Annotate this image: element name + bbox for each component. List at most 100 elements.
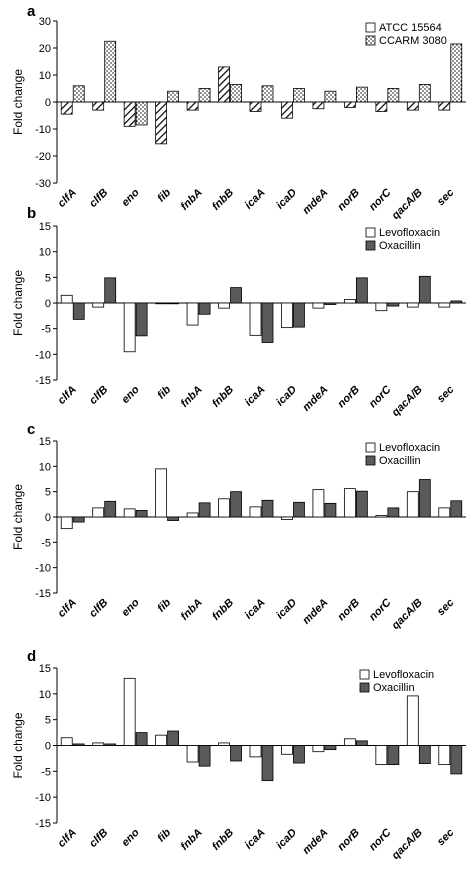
bar-levofloxacin-norb [343, 299, 356, 304]
category-label-clfb: clfB [87, 597, 110, 620]
bar-oxacillin-icaa [261, 499, 274, 518]
category-label-clfa: clfA [56, 827, 79, 850]
bar-levofloxacin-qaca-b [406, 302, 419, 308]
bar-oxacillin-icad [293, 745, 305, 764]
category-label-fib: fib [155, 186, 173, 204]
bar-levofloxacin-sec [438, 302, 451, 308]
bar-levofloxacin-fnbb [218, 742, 230, 746]
bar-atcc-15564-fnbb [218, 66, 230, 103]
bar-levofloxacin-clfa [60, 294, 73, 304]
category-label-clfa: clfA [56, 187, 79, 210]
bar-ccarm-3080-icaa [261, 85, 274, 103]
legend-swatch-oxacillin [359, 682, 370, 693]
legend-label-oxacillin: Oxacillin [379, 455, 421, 467]
category-label-clfb: clfB [87, 187, 110, 210]
category-label-icaa: icaA [243, 597, 268, 622]
y-axis-label: Fold change [11, 69, 25, 135]
y-tick-label: 5 [45, 715, 51, 727]
bar-levofloxacin-clfb [92, 507, 105, 518]
legend-swatch-atcc-15564 [365, 22, 376, 33]
bar-oxacillin-norb [355, 277, 368, 304]
category-label-fib: fib [155, 383, 173, 401]
bar-oxacillin-mdea [324, 302, 337, 305]
category-label-icad: icaD [274, 187, 299, 212]
bar-ccarm-3080-eno [135, 101, 148, 126]
legend-label-levofloxacin: Levofloxacin [379, 442, 440, 454]
bar-levofloxacin-qaca-b [406, 695, 419, 746]
bar-levofloxacin-mdea [312, 302, 325, 309]
bar-oxacillin-norc [387, 745, 400, 766]
y-tick-label: -10 [35, 563, 51, 575]
category-label-icaa: icaA [243, 827, 268, 852]
bar-oxacillin-norb [355, 490, 368, 518]
category-label-clfa: clfA [56, 597, 79, 620]
category-label-norb: norB [335, 384, 362, 411]
bar-oxacillin-qaca-b [418, 745, 431, 764]
bar-ccarm-3080-sec [450, 43, 463, 103]
bar-levofloxacin-clfa [60, 516, 73, 530]
bar-ccarm-3080-mdea [324, 90, 337, 103]
category-label-eno: eno [119, 186, 142, 209]
category-label-fnbb: fnbB [210, 827, 236, 853]
category-label-icaa: icaA [243, 187, 268, 212]
category-label-qaca-b: qacA/B [390, 827, 425, 862]
bar-oxacillin-clfa [72, 516, 85, 523]
bar-oxacillin-norc [387, 507, 400, 518]
bar-oxacillin-sec [450, 300, 463, 304]
bar-oxacillin-clfb [104, 277, 117, 304]
category-label-mdea: mdeA [300, 187, 330, 217]
category-label-fnba: fnbA [179, 827, 205, 853]
y-tick-label: 5 [45, 272, 51, 284]
bar-levofloxacin-eno [123, 508, 136, 518]
bar-oxacillin-eno [135, 732, 148, 746]
bar-ccarm-3080-norc [387, 88, 400, 103]
bar-oxacillin-clfa [72, 302, 85, 320]
y-tick-label: 5 [45, 487, 51, 499]
legend-swatch-levofloxacin [365, 442, 376, 453]
category-label-icad: icaD [274, 384, 299, 409]
bar-oxacillin-qaca-b [418, 275, 431, 304]
category-label-norc: norC [367, 383, 394, 410]
panel-letter: c [27, 421, 35, 438]
bar-levofloxacin-fnba [186, 302, 199, 326]
y-tick-label: 0 [45, 741, 51, 753]
bar-levofloxacin-fib [155, 468, 168, 518]
panel-d: d Fold change -15 -10 -5 0 5 10 15 clfA clfB eno fib… [11, 648, 466, 862]
bar-levofloxacin-eno [123, 302, 136, 353]
bar-oxacillin-fnbb [230, 491, 242, 518]
legend-swatch-levofloxacin [365, 227, 376, 238]
category-label-fnbb: fnbB [210, 384, 236, 410]
bar-levofloxacin-mdea [312, 489, 325, 518]
bar-levofloxacin-fnba [186, 512, 199, 518]
category-label-qaca-b: qacA/B [390, 597, 425, 632]
bar-atcc-15564-clfb [92, 101, 105, 111]
y-tick-label: -15 [35, 818, 51, 830]
bar-levofloxacin-eno [123, 677, 136, 746]
category-label-fnbb: fnbB [210, 597, 236, 623]
category-label-sec: sec [435, 384, 456, 405]
bar-oxacillin-clfb [104, 500, 117, 518]
y-tick-label: 10 [39, 70, 51, 82]
bar-oxacillin-fib [167, 516, 180, 521]
bar-atcc-15564-mdea [312, 101, 325, 110]
bar-levofloxacin-fnbb [218, 302, 230, 309]
bar-oxacillin-eno [135, 302, 148, 337]
y-tick-label: -5 [41, 537, 51, 549]
bar-ccarm-3080-fnbb [230, 84, 242, 103]
legend-label-oxacillin: Oxacillin [373, 682, 415, 694]
legend-swatch-oxacillin [365, 455, 376, 466]
bar-levofloxacin-mdea [312, 745, 325, 753]
panel-b: b Fold change -15 -10 -5 0 5 10 15 clfA clfB eno fib… [11, 205, 466, 419]
bar-levofloxacin-norc [375, 302, 388, 312]
bar-oxacillin-fib [167, 302, 180, 305]
y-tick-label: 30 [39, 16, 51, 28]
bar-levofloxacin-norc [375, 515, 388, 518]
category-label-qaca-b: qacA/B [390, 384, 425, 419]
bar-levofloxacin-icad [281, 302, 293, 329]
legend-swatch-levofloxacin [359, 669, 370, 680]
bar-atcc-15564-fnba [186, 101, 199, 111]
category-label-mdea: mdeA [300, 827, 330, 857]
bar-levofloxacin-norb [343, 738, 356, 746]
bar-atcc-15564-qaca-b [406, 101, 419, 111]
